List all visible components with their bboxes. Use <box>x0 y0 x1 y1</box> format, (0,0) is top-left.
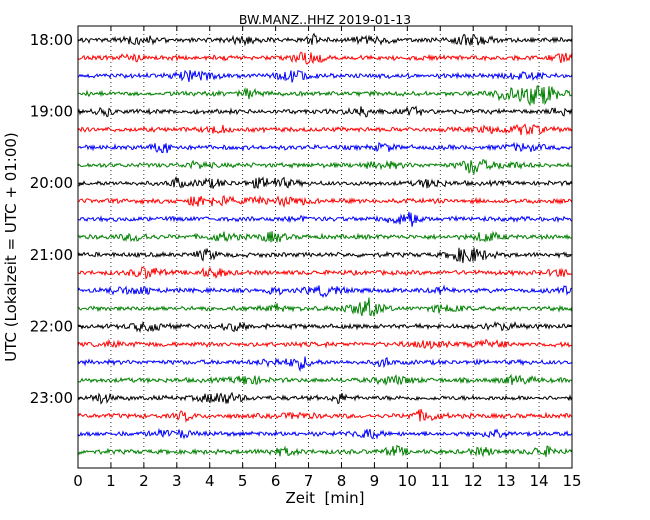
x-tick-label: 9 <box>370 472 380 490</box>
x-tick-label: 8 <box>337 472 347 490</box>
x-tick-label: 10 <box>398 472 417 490</box>
seismogram-trace <box>77 32 573 47</box>
x-tick-label: 6 <box>271 472 281 490</box>
x-tick-label: 0 <box>73 472 83 490</box>
y-axis-label: UTC (Lokalzeit = UTC + 01:00) <box>2 132 20 362</box>
y-tick-label: 21:00 <box>30 246 73 264</box>
plot-frame <box>77 25 573 469</box>
chart-title: BW.MANZ..HHZ 2019-01-13 <box>239 12 411 27</box>
seismogram-trace <box>77 427 573 440</box>
x-axis: 0 1 2 3 4 5 6 7 8 9 10 11 12 13 14 15 <box>73 26 582 490</box>
seismogram-trace <box>77 175 573 189</box>
seismogram-trace <box>77 247 573 264</box>
seismogram-trace <box>77 141 573 154</box>
x-tick-label: 12 <box>464 472 483 490</box>
seismogram-trace <box>77 51 573 65</box>
seismogram-trace <box>77 408 573 423</box>
y-tick-label: 18:00 <box>30 31 73 49</box>
x-axis-label: Zeit [min] <box>285 489 364 507</box>
seismogram-trace <box>77 211 573 227</box>
seismogram-trace <box>77 84 573 107</box>
seismogram-trace <box>77 266 573 280</box>
seismogram-trace <box>77 373 573 387</box>
seismogram-trace <box>77 284 573 299</box>
x-tick-label: 1 <box>106 472 116 490</box>
seismogram-trace <box>77 105 573 118</box>
seismogram-trace <box>77 230 573 243</box>
seismogram-trace <box>77 123 573 136</box>
x-tick-label: 4 <box>205 472 215 490</box>
seismogram-trace <box>77 194 573 208</box>
seismogram-trace <box>77 391 573 405</box>
y-tick-label: 23:00 <box>30 389 73 407</box>
y-axis: 18:00 19:00 20:00 21:00 22:00 23:00 <box>30 31 572 407</box>
seismogram-trace <box>77 444 573 458</box>
seismogram-trace <box>77 356 573 373</box>
x-tick-label: 11 <box>431 472 450 490</box>
y-tick-label: 20:00 <box>30 174 73 192</box>
x-tick-label: 7 <box>304 472 314 490</box>
x-tick-label: 14 <box>530 472 549 490</box>
y-tick-label: 22:00 <box>30 317 73 335</box>
x-tick-label: 5 <box>238 472 248 490</box>
x-tick-label: 3 <box>172 472 182 490</box>
seismogram-trace <box>77 159 573 175</box>
grid <box>110 26 540 468</box>
seismogram-trace <box>77 320 573 334</box>
x-tick-label: 13 <box>497 472 516 490</box>
traces <box>77 32 573 458</box>
seismogram-trace <box>77 69 573 83</box>
x-tick-label: 15 <box>562 472 581 490</box>
seismogram-trace <box>77 297 573 317</box>
seismogram-trace <box>77 338 573 350</box>
y-tick-label: 19:00 <box>30 103 73 121</box>
x-tick-label: 2 <box>139 472 149 490</box>
